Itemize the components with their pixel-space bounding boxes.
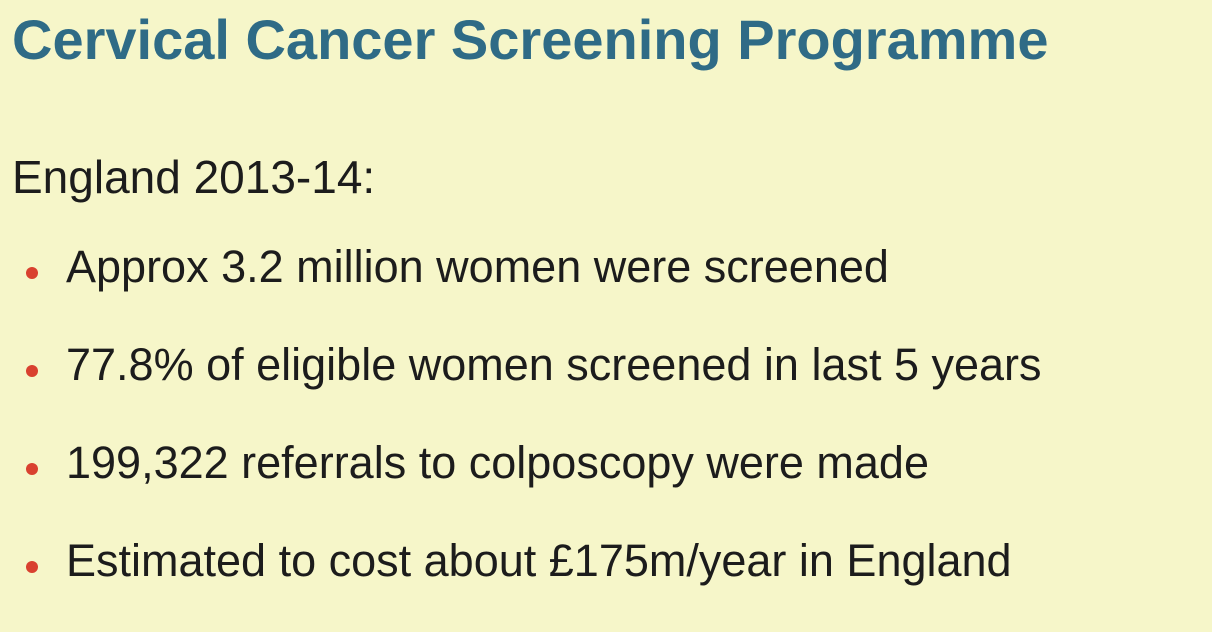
bullet-text: 199,322 referrals to colposcopy were mad… [66,437,929,488]
bullet-text: Estimated to cost about £175m/year in En… [66,535,1012,586]
slide: Cervical Cancer Screening Programme Engl… [12,8,1049,586]
bullet-dot-icon [26,267,38,279]
bullet-text: Approx 3.2 million women were screened [66,241,889,292]
bullet-dot-icon [26,365,38,377]
bullet-dot-icon [26,463,38,475]
slide-subtitle: England 2013-14: [12,151,376,203]
slide-title: Cervical Cancer Screening Programme [12,8,1049,71]
bullet-dot-icon [26,561,38,573]
bullet-text: 77.8% of eligible women screened in last… [66,339,1042,390]
